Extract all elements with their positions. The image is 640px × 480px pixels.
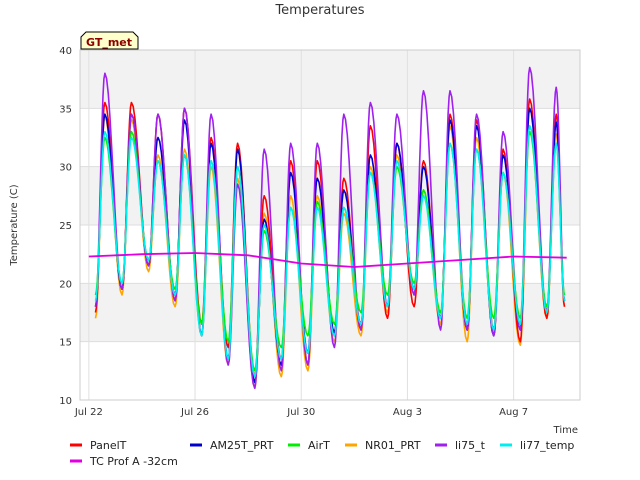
band-5: [80, 50, 580, 109]
series-line-li75-t: [94, 66, 566, 390]
legend-label-panelt: PanelT: [90, 439, 127, 452]
soil-temperature-line: [88, 252, 567, 268]
gt-met-badge: GT_met: [80, 31, 139, 50]
x-tick-label: Aug 3: [393, 407, 422, 418]
x-tick-label: Aug 7: [499, 407, 528, 418]
badge-shape: [80, 31, 139, 50]
y-tick-label: 25: [59, 221, 72, 232]
y-axis-label: Temperature (C): [9, 184, 20, 266]
x-tick-label: Jul 26: [180, 407, 209, 418]
band-0: [80, 341, 580, 400]
badge-label: GT_met: [86, 36, 132, 49]
series-line-airt: [94, 130, 566, 372]
x-tick-label: Jul 30: [286, 407, 315, 418]
series-lines: [94, 66, 566, 390]
legend: PanelT AM25T_PRT AirT NR01_PRT li75_t li77_te…: [70, 439, 574, 468]
y-tick-labels: 10 15 20 25 30 35 40: [59, 46, 72, 407]
legend-label-am25t-prt: AM25T_PRT: [210, 439, 274, 452]
x-tick-labels: Jul 22 Jul 26 Jul 30 Aug 3 Aug 7: [74, 407, 528, 418]
legend-label-airt: AirT: [308, 439, 330, 452]
x-axis-label: Time: [553, 425, 578, 436]
series-line-tc-prof-a-32cm: [88, 252, 567, 268]
legend-label-nr01-prt: NR01_PRT: [365, 439, 421, 452]
y-tick-label: 35: [59, 104, 72, 115]
y-tick-label: 20: [59, 279, 72, 290]
chart-title: Temperatures: [274, 3, 364, 18]
y-tick-label: 15: [59, 338, 72, 349]
legend-label-tc-prof-a-32cm: TC Prof A -32cm: [89, 455, 178, 468]
y-tick-label: 40: [59, 46, 72, 57]
legend-label-li75-t: li75_t: [455, 439, 486, 452]
x-tick-label: Jul 22: [74, 407, 103, 418]
legend-label-li77-temp: li77_temp: [520, 439, 574, 452]
y-tick-label: 30: [59, 163, 72, 174]
plot-frame: [79, 49, 581, 401]
grid-lines: [79, 49, 581, 401]
y-tick-label: 10: [59, 396, 72, 407]
series-line-li77-temp: [94, 125, 566, 378]
